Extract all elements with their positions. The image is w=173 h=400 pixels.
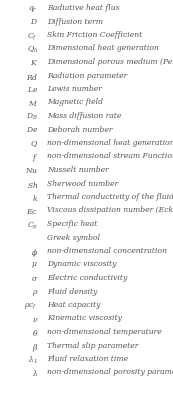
Text: Deborah number: Deborah number (47, 126, 112, 134)
Text: $\rho c_f$: $\rho c_f$ (24, 301, 38, 311)
Text: Diffusion term: Diffusion term (47, 18, 103, 26)
Text: $Ec$: $Ec$ (26, 206, 38, 216)
Text: $q_r$: $q_r$ (28, 4, 38, 14)
Text: Skin Friction Coefficient: Skin Friction Coefficient (47, 31, 142, 39)
Text: non-dimensional stream Function: non-dimensional stream Function (47, 152, 173, 160)
Text: Magnetic field: Magnetic field (47, 98, 103, 106)
Text: Viscous dissipation number (Eckert number): Viscous dissipation number (Eckert numbe… (47, 206, 173, 214)
Text: Fluid relaxation time: Fluid relaxation time (47, 355, 128, 363)
Text: $C_p$: $C_p$ (27, 220, 38, 231)
Text: Fluid density: Fluid density (47, 288, 97, 296)
Text: Thermal conductivity of the fluid: Thermal conductivity of the fluid (47, 193, 173, 201)
Text: Dimensional heat generation: Dimensional heat generation (47, 44, 159, 52)
Text: non-dimensional concentration: non-dimensional concentration (47, 247, 167, 255)
Text: non-dimensional heat generation: non-dimensional heat generation (47, 139, 173, 147)
Text: $f$: $f$ (32, 152, 38, 164)
Text: $Nu$: $Nu$ (25, 166, 38, 175)
Text: Electric conductivity: Electric conductivity (47, 274, 127, 282)
Text: Dynamic viscosity: Dynamic viscosity (47, 260, 116, 268)
Text: $\lambda_1$: $\lambda_1$ (28, 355, 38, 366)
Text: $\mu$: $\mu$ (31, 260, 38, 270)
Text: Dimensional porous medium (Permeability): Dimensional porous medium (Permeability) (47, 58, 173, 66)
Text: $Rd$: $Rd$ (26, 72, 38, 82)
Text: $\beta$: $\beta$ (32, 342, 38, 354)
Text: Specific heat: Specific heat (47, 220, 97, 228)
Text: Lewis number: Lewis number (47, 85, 102, 93)
Text: $M$: $M$ (28, 98, 38, 108)
Text: $k$: $k$ (32, 193, 38, 203)
Text: Thermal slip parameter: Thermal slip parameter (47, 342, 138, 350)
Text: Nusselt number: Nusselt number (47, 166, 108, 174)
Text: $Q_h$: $Q_h$ (27, 44, 38, 55)
Text: $\theta$: $\theta$ (32, 328, 38, 338)
Text: $Q$: $Q$ (30, 139, 38, 149)
Text: $De$: $De$ (26, 126, 38, 134)
Text: $\lambda$: $\lambda$ (32, 368, 38, 378)
Text: Radiation parameter: Radiation parameter (47, 72, 127, 80)
Text: $Le$: $Le$ (27, 85, 38, 94)
Text: $\nu$: $\nu$ (32, 314, 38, 324)
Text: non-dimensional porosity parameter: non-dimensional porosity parameter (47, 368, 173, 376)
Text: Kinematic viscosity: Kinematic viscosity (47, 314, 122, 322)
Text: Radiative heat flux: Radiative heat flux (47, 4, 120, 12)
Text: Mass diffusion rate: Mass diffusion rate (47, 112, 121, 120)
Text: Sherwood number: Sherwood number (47, 180, 118, 188)
Text: $K$: $K$ (30, 58, 38, 67)
Text: $\phi$: $\phi$ (31, 247, 38, 259)
Text: $Sh$: $Sh$ (27, 180, 38, 190)
Text: $D_B$: $D_B$ (26, 112, 38, 122)
Text: Greek symbol: Greek symbol (47, 234, 100, 242)
Text: Heat capacity: Heat capacity (47, 301, 100, 309)
Text: $D$: $D$ (30, 18, 38, 26)
Text: $\sigma$: $\sigma$ (31, 274, 38, 283)
Text: $\rho$: $\rho$ (32, 288, 38, 298)
Text: $C_f$: $C_f$ (28, 31, 38, 42)
Text: non-dimensional temperature: non-dimensional temperature (47, 328, 161, 336)
